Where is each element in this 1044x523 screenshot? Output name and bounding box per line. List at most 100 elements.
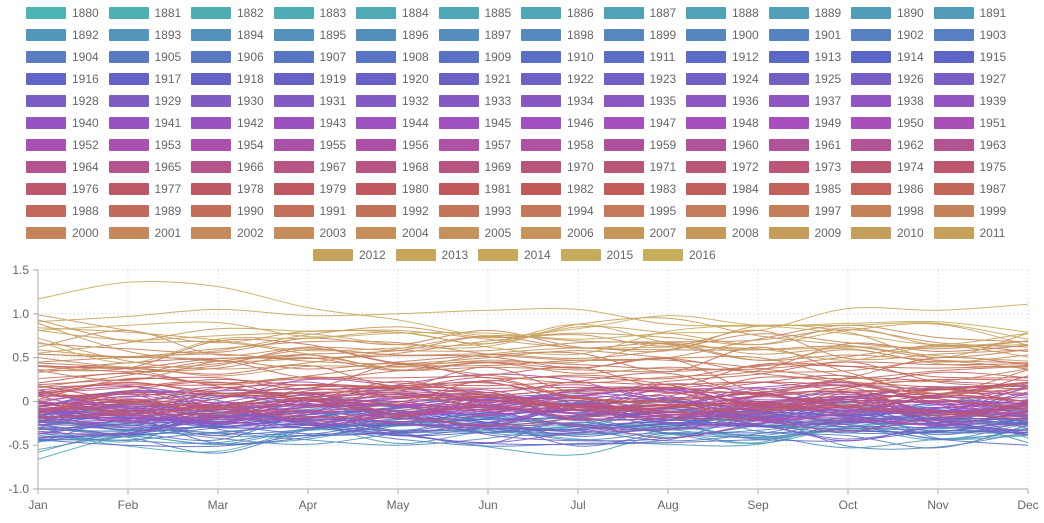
legend-item-1947[interactable]: 1947 [603,115,676,131]
legend-item-1966[interactable]: 1966 [191,159,264,175]
legend-item-1993[interactable]: 1993 [438,203,511,219]
legend-item-1937[interactable]: 1937 [768,93,841,109]
legend-item-1923[interactable]: 1923 [603,71,676,87]
legend-item-1987[interactable]: 1987 [933,181,1006,197]
legend-item-1951[interactable]: 1951 [933,115,1006,131]
legend-item-1890[interactable]: 1890 [851,5,924,21]
legend-item-1892[interactable]: 1892 [26,27,99,43]
legend-item-1978[interactable]: 1978 [191,181,264,197]
legend-item-1922[interactable]: 1922 [521,71,594,87]
legend-item-1941[interactable]: 1941 [108,115,181,131]
legend-item-1988[interactable]: 1988 [26,203,99,219]
legend-item-1912[interactable]: 1912 [686,49,759,65]
legend-item-1975[interactable]: 1975 [933,159,1006,175]
legend-item-1996[interactable]: 1996 [686,203,759,219]
legend-item-1970[interactable]: 1970 [521,159,594,175]
legend-item-1931[interactable]: 1931 [273,93,346,109]
legend-item-1985[interactable]: 1985 [768,181,841,197]
legend-item-1998[interactable]: 1998 [851,203,924,219]
legend-item-1881[interactable]: 1881 [108,5,181,21]
legend-item-2015[interactable]: 2015 [560,247,633,263]
legend-item-1907[interactable]: 1907 [273,49,346,65]
legend-item-2000[interactable]: 2000 [26,225,99,241]
legend-item-1910[interactable]: 1910 [521,49,594,65]
legend-item-1943[interactable]: 1943 [273,115,346,131]
legend-item-1904[interactable]: 1904 [26,49,99,65]
legend-item-1936[interactable]: 1936 [686,93,759,109]
legend-item-1880[interactable]: 1880 [26,5,99,21]
legend-item-1899[interactable]: 1899 [603,27,676,43]
legend-item-1990[interactable]: 1990 [191,203,264,219]
legend-item-1927[interactable]: 1927 [933,71,1006,87]
legend-item-1969[interactable]: 1969 [438,159,511,175]
legend-item-1883[interactable]: 1883 [273,5,346,21]
legend-item-1971[interactable]: 1971 [603,159,676,175]
legend-item-1918[interactable]: 1918 [191,71,264,87]
legend-item-1979[interactable]: 1979 [273,181,346,197]
legend-item-2008[interactable]: 2008 [686,225,759,241]
legend-item-1986[interactable]: 1986 [851,181,924,197]
legend-item-1963[interactable]: 1963 [933,137,1006,153]
legend-item-1909[interactable]: 1909 [438,49,511,65]
legend-item-1968[interactable]: 1968 [356,159,429,175]
legend-item-1901[interactable]: 1901 [768,27,841,43]
legend-item-1924[interactable]: 1924 [686,71,759,87]
legend-item-1926[interactable]: 1926 [851,71,924,87]
legend-item-1976[interactable]: 1976 [26,181,99,197]
legend-item-2005[interactable]: 2005 [438,225,511,241]
legend-item-1981[interactable]: 1981 [438,181,511,197]
legend-item-1939[interactable]: 1939 [933,93,1006,109]
legend-item-1938[interactable]: 1938 [851,93,924,109]
legend-item-1900[interactable]: 1900 [686,27,759,43]
legend-item-1932[interactable]: 1932 [356,93,429,109]
legend-item-1952[interactable]: 1952 [26,137,99,153]
legend-item-2007[interactable]: 2007 [603,225,676,241]
legend-item-1995[interactable]: 1995 [603,203,676,219]
legend-item-1933[interactable]: 1933 [438,93,511,109]
legend-item-2006[interactable]: 2006 [521,225,594,241]
legend-item-1957[interactable]: 1957 [438,137,511,153]
legend-item-1967[interactable]: 1967 [273,159,346,175]
legend-item-1905[interactable]: 1905 [108,49,181,65]
legend-item-1955[interactable]: 1955 [273,137,346,153]
legend-item-1921[interactable]: 1921 [438,71,511,87]
legend-item-2004[interactable]: 2004 [356,225,429,241]
legend-item-1944[interactable]: 1944 [356,115,429,131]
legend-item-1999[interactable]: 1999 [933,203,1006,219]
legend-item-1913[interactable]: 1913 [768,49,841,65]
legend-item-1984[interactable]: 1984 [686,181,759,197]
legend-item-1929[interactable]: 1929 [108,93,181,109]
legend-item-2012[interactable]: 2012 [313,247,386,263]
legend-item-1930[interactable]: 1930 [191,93,264,109]
legend-item-2002[interactable]: 2002 [191,225,264,241]
legend-item-1894[interactable]: 1894 [191,27,264,43]
legend-item-1974[interactable]: 1974 [851,159,924,175]
legend-item-2003[interactable]: 2003 [273,225,346,241]
legend-item-1893[interactable]: 1893 [108,27,181,43]
legend-item-1891[interactable]: 1891 [933,5,1006,21]
legend-item-1920[interactable]: 1920 [356,71,429,87]
legend-item-1885[interactable]: 1885 [438,5,511,21]
legend-item-1958[interactable]: 1958 [521,137,594,153]
legend-item-1897[interactable]: 1897 [438,27,511,43]
legend-item-1884[interactable]: 1884 [356,5,429,21]
legend-item-1887[interactable]: 1887 [603,5,676,21]
legend-item-1972[interactable]: 1972 [686,159,759,175]
legend-item-1983[interactable]: 1983 [603,181,676,197]
legend-item-1908[interactable]: 1908 [356,49,429,65]
legend-item-1895[interactable]: 1895 [273,27,346,43]
legend-item-1898[interactable]: 1898 [521,27,594,43]
legend-item-1940[interactable]: 1940 [26,115,99,131]
legend-item-1960[interactable]: 1960 [686,137,759,153]
legend-item-1934[interactable]: 1934 [521,93,594,109]
legend-item-1906[interactable]: 1906 [191,49,264,65]
legend-item-1902[interactable]: 1902 [851,27,924,43]
legend-item-1896[interactable]: 1896 [356,27,429,43]
legend-item-1886[interactable]: 1886 [521,5,594,21]
legend-item-1965[interactable]: 1965 [108,159,181,175]
legend-item-1911[interactable]: 1911 [603,49,675,65]
legend-item-1962[interactable]: 1962 [851,137,924,153]
legend-item-1882[interactable]: 1882 [191,5,264,21]
legend-item-1928[interactable]: 1928 [26,93,99,109]
legend-item-1961[interactable]: 1961 [768,137,841,153]
